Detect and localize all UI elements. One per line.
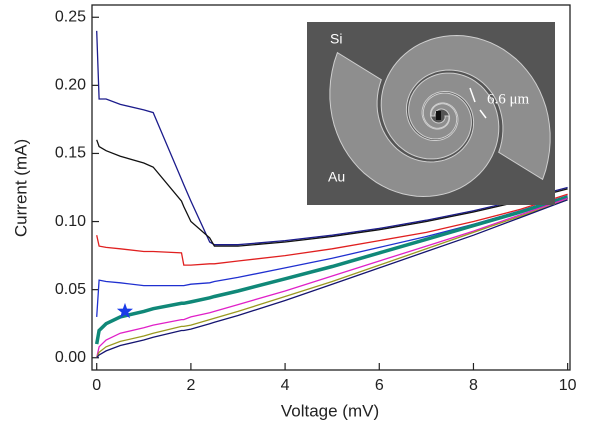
y-tick-label: 0.10	[55, 213, 86, 230]
x-tick-label: 6	[375, 377, 384, 394]
spiral-arm	[380, 34, 551, 181]
line-series	[96, 195, 568, 317]
y-tick-label: 0.05	[55, 281, 86, 298]
line-series	[96, 199, 568, 358]
inset-center	[436, 111, 441, 120]
x-axis-label: Voltage (mV)	[281, 401, 379, 420]
x-tick-label: 8	[469, 377, 478, 394]
inset-label: Si	[330, 31, 342, 47]
inset-label: Au	[328, 169, 345, 185]
plot-frame	[91, 4, 571, 371]
y-tick-label: 0.00	[55, 349, 86, 366]
line-series	[94, 195, 569, 345]
x-tick-label: 0	[92, 377, 101, 394]
y-tick-label: 0.20	[55, 77, 86, 94]
inset-label: 6.6 μm	[487, 91, 530, 107]
line-series	[96, 197, 568, 358]
star-marker	[116, 302, 133, 319]
line-series	[96, 139, 568, 247]
spiral-arm	[329, 51, 500, 198]
scale-arrow	[479, 109, 487, 119]
y-axis-label: Current (mA)	[11, 139, 30, 237]
line-series	[96, 199, 568, 359]
inset-image	[307, 22, 555, 205]
x-tick-label: 10	[559, 377, 577, 394]
scale-arrow	[469, 87, 476, 103]
line-series	[96, 193, 568, 266]
y-tick-label: 0.15	[55, 145, 86, 162]
y-tick-label: 0.25	[55, 8, 86, 25]
x-tick-label: 2	[186, 377, 195, 394]
x-tick-label: 4	[281, 377, 290, 394]
line-series	[96, 30, 568, 246]
